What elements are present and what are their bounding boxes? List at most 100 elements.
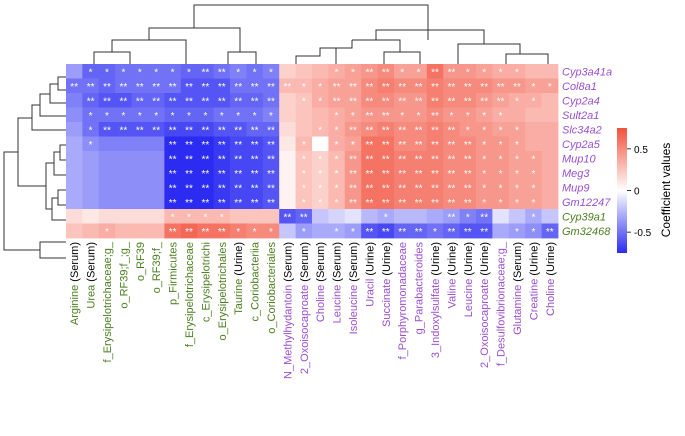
significance-mark: ** bbox=[103, 125, 111, 136]
significance-mark: ** bbox=[234, 96, 242, 107]
significance-mark: ** bbox=[448, 198, 456, 209]
heatmap-cell bbox=[148, 165, 165, 181]
heatmap-cell bbox=[443, 194, 460, 210]
significance-mark: * bbox=[335, 154, 339, 165]
significance-mark: ** bbox=[185, 169, 193, 180]
heatmap-cell bbox=[131, 194, 149, 210]
heatmap-cell bbox=[394, 194, 411, 210]
significance-mark: ** bbox=[349, 125, 357, 136]
significance-mark: ** bbox=[398, 96, 406, 107]
significance-mark: ** bbox=[464, 183, 472, 194]
heatmap-cell bbox=[443, 165, 460, 181]
heatmap-cell bbox=[295, 136, 313, 152]
row-label: Mup10 bbox=[562, 153, 597, 165]
significance-mark: ** bbox=[349, 198, 357, 209]
heatmap-cell bbox=[426, 151, 444, 166]
column-label: p_Firmicutes bbox=[168, 242, 180, 305]
heatmap-cell bbox=[443, 122, 460, 137]
significance-mark: * bbox=[318, 82, 322, 93]
heatmap-cell bbox=[115, 136, 132, 152]
significance-mark: ** bbox=[251, 140, 259, 151]
significance-mark: ** bbox=[464, 154, 472, 165]
significance-mark: * bbox=[138, 67, 142, 78]
significance-mark: ** bbox=[234, 154, 242, 165]
heatmap-cell bbox=[230, 122, 247, 137]
significance-mark: ** bbox=[382, 125, 390, 136]
heatmap-cell bbox=[508, 78, 526, 94]
heatmap-cell bbox=[394, 64, 411, 79]
heatmap-cell bbox=[476, 93, 493, 108]
significance-mark: * bbox=[466, 125, 470, 136]
heatmap-cell bbox=[230, 93, 247, 108]
heatmap-cell bbox=[328, 122, 346, 137]
significance-mark: * bbox=[105, 111, 109, 122]
heatmap-cell bbox=[459, 194, 477, 210]
heatmap-cell bbox=[66, 64, 83, 79]
column-label: g_Parabacteroides bbox=[414, 242, 426, 335]
significance-mark: * bbox=[384, 212, 388, 223]
column-label: c_Erysipelotrichi bbox=[200, 242, 212, 322]
significance-mark: * bbox=[515, 169, 519, 180]
significance-mark: ** bbox=[382, 67, 390, 78]
heatmap-cell bbox=[394, 165, 411, 181]
significance-mark: * bbox=[335, 169, 339, 180]
heatmap-cell bbox=[115, 78, 132, 94]
significance-mark: ** bbox=[366, 198, 374, 209]
significance-mark: ** bbox=[267, 96, 275, 107]
heatmap-cell bbox=[115, 122, 132, 137]
significance-mark: * bbox=[105, 227, 109, 238]
heatmap-cell bbox=[279, 136, 296, 152]
heatmap-cell bbox=[66, 165, 83, 181]
heatmap-cell bbox=[328, 64, 346, 79]
heatmap-cell bbox=[197, 151, 214, 166]
significance-mark: ** bbox=[218, 183, 226, 194]
column-label: Uracil (Urine) bbox=[364, 242, 376, 307]
heatmap-cell bbox=[164, 136, 182, 152]
heatmap-cell bbox=[164, 194, 182, 210]
heatmap-cell bbox=[180, 180, 198, 195]
heatmap-cell bbox=[115, 209, 132, 224]
significance-mark: ** bbox=[415, 96, 423, 107]
column-label: Urea (Serum) bbox=[86, 242, 98, 309]
column-label: Glutamine (Serum) bbox=[512, 242, 524, 335]
heatmap-cell bbox=[98, 223, 116, 239]
heatmap-cell bbox=[492, 122, 510, 137]
heatmap-cell bbox=[410, 180, 428, 195]
heatmap-cell bbox=[508, 165, 526, 181]
heatmap-cell bbox=[344, 151, 362, 166]
significance-mark: * bbox=[187, 67, 191, 78]
heatmap-cell bbox=[82, 165, 100, 181]
heatmap-cell bbox=[361, 93, 378, 108]
column-label: f_Porphyromonadaceae bbox=[397, 242, 409, 359]
significance-mark: ** bbox=[415, 154, 423, 165]
significance-mark: ** bbox=[202, 125, 210, 136]
significance-mark: ** bbox=[202, 227, 210, 238]
heatmap-cell bbox=[426, 64, 444, 79]
heatmap-cell bbox=[213, 180, 231, 195]
heatmap-cell bbox=[279, 151, 296, 166]
significance-mark: * bbox=[187, 111, 191, 122]
significance-mark: * bbox=[417, 111, 421, 122]
heatmap-cell bbox=[115, 194, 132, 210]
heatmap-cell bbox=[295, 223, 313, 239]
heatmap-cell bbox=[394, 223, 411, 239]
significance-mark: * bbox=[433, 227, 437, 238]
significance-mark: ** bbox=[185, 125, 193, 136]
significance-mark: ** bbox=[152, 82, 160, 93]
heatmap-cell bbox=[361, 64, 378, 79]
significance-mark: * bbox=[121, 67, 125, 78]
heatmap-cell bbox=[66, 107, 83, 123]
heatmap-cell bbox=[492, 223, 510, 239]
heatmap-cell bbox=[361, 194, 378, 210]
heatmap-cell bbox=[180, 151, 198, 166]
significance-mark: ** bbox=[415, 227, 423, 238]
column-label: Taurine (Urine) bbox=[233, 242, 245, 315]
heatmap-cell bbox=[377, 165, 395, 181]
heatmap-cell bbox=[328, 209, 346, 224]
heatmap-cell bbox=[508, 151, 526, 166]
heatmap-cell bbox=[312, 180, 329, 195]
heatmap-cell bbox=[262, 223, 280, 239]
significance-mark: ** bbox=[234, 169, 242, 180]
significance-mark: * bbox=[89, 125, 93, 136]
heatmap-cell bbox=[476, 165, 493, 181]
